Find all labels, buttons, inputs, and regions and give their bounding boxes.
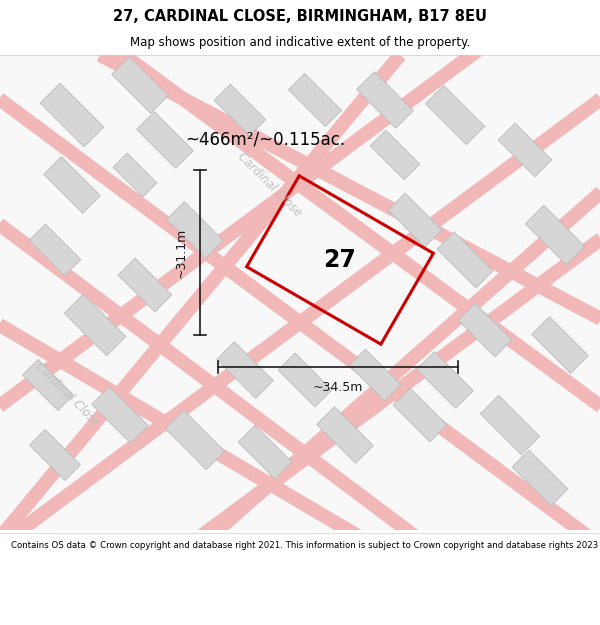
Polygon shape [437, 232, 493, 288]
Polygon shape [137, 112, 193, 168]
Polygon shape [370, 130, 420, 180]
Text: Map shows position and indicative extent of the property.: Map shows position and indicative extent… [130, 36, 470, 49]
Polygon shape [167, 202, 223, 258]
Polygon shape [217, 342, 273, 398]
Text: 27, CARDINAL CLOSE, BIRMINGHAM, B17 8EU: 27, CARDINAL CLOSE, BIRMINGHAM, B17 8EU [113, 9, 487, 24]
Polygon shape [425, 85, 485, 145]
Polygon shape [40, 83, 104, 147]
Polygon shape [29, 224, 81, 276]
Polygon shape [526, 205, 584, 265]
Polygon shape [113, 153, 157, 197]
Polygon shape [349, 349, 401, 401]
Polygon shape [112, 57, 168, 113]
Polygon shape [388, 193, 442, 247]
Polygon shape [118, 258, 172, 312]
Polygon shape [64, 294, 126, 356]
Polygon shape [278, 353, 332, 407]
Text: ~31.1m: ~31.1m [175, 228, 188, 278]
Polygon shape [317, 407, 373, 463]
Polygon shape [532, 317, 588, 373]
Polygon shape [29, 429, 80, 481]
Polygon shape [44, 157, 100, 213]
Polygon shape [357, 72, 413, 128]
Polygon shape [498, 123, 552, 177]
Polygon shape [393, 388, 447, 442]
Text: Cardinal Close: Cardinal Close [235, 151, 305, 219]
Polygon shape [214, 84, 266, 136]
Polygon shape [23, 359, 73, 411]
Polygon shape [92, 387, 148, 443]
Text: ~466m²/~0.115ac.: ~466m²/~0.115ac. [185, 131, 345, 149]
Polygon shape [238, 425, 292, 479]
Polygon shape [417, 352, 473, 408]
Text: 27: 27 [323, 248, 356, 272]
Polygon shape [458, 303, 512, 357]
Polygon shape [512, 450, 568, 506]
Polygon shape [289, 74, 341, 126]
Text: ~34.5m: ~34.5m [313, 381, 363, 394]
Text: Contains OS data © Crown copyright and database right 2021. This information is : Contains OS data © Crown copyright and d… [11, 541, 600, 551]
Polygon shape [166, 410, 224, 470]
Text: Cardinal Close: Cardinal Close [34, 361, 103, 429]
Polygon shape [481, 395, 539, 455]
